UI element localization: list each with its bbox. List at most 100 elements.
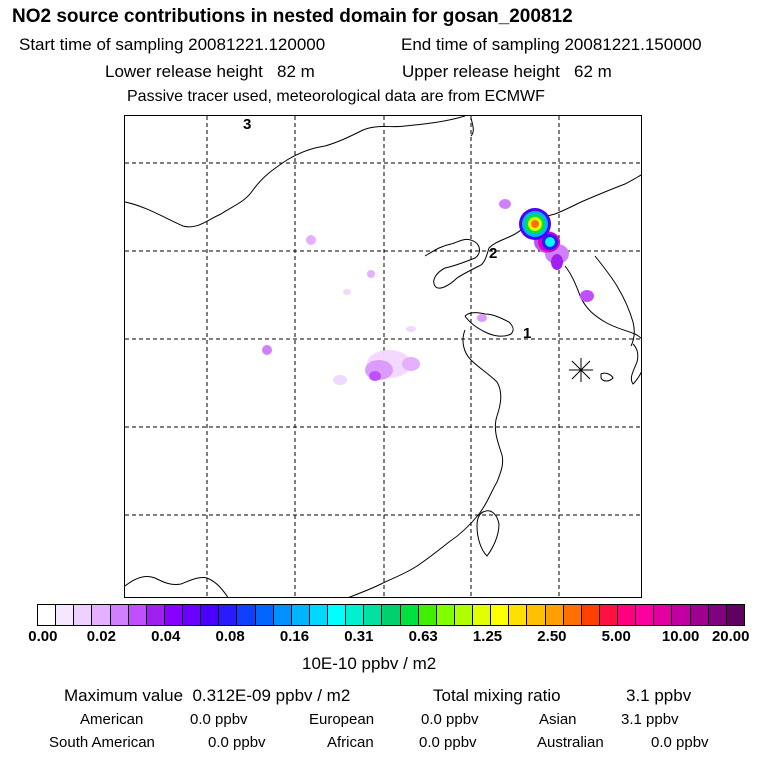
region-value: 0.0 ppbv — [651, 734, 709, 751]
colorbar-segment — [726, 605, 744, 625]
colorbar-segment — [38, 605, 57, 625]
colorbar-segment — [618, 605, 637, 625]
colorbar-tick-label: 20.00 — [711, 628, 750, 645]
colorbar-segment — [382, 605, 401, 625]
plume-core — [545, 237, 555, 247]
map-panel: 3 2 1 — [124, 115, 642, 598]
colorbar-segment — [654, 605, 673, 625]
colorbar-tick-label: 1.25 — [472, 628, 503, 645]
region-name: African — [327, 734, 374, 751]
plume-patch — [333, 375, 347, 385]
colorbar-segment — [146, 605, 165, 625]
jeju-island — [600, 372, 614, 382]
colorbar-segment — [110, 605, 129, 625]
colorbar-segment — [563, 605, 582, 625]
taiwan-island — [476, 510, 500, 557]
colorbar-segment — [56, 605, 75, 625]
asterisk-star-icon — [569, 358, 593, 382]
colorbar-segment — [636, 605, 655, 625]
region-value: 3.1 ppbv — [621, 711, 679, 728]
end-time: End time of sampling 20081221.150000 — [401, 35, 702, 54]
colorbar-segment — [328, 605, 347, 625]
southern-coast — [125, 575, 229, 597]
plume-patch — [551, 254, 563, 270]
plume-patch — [406, 326, 416, 332]
region-name: Asian — [539, 711, 577, 728]
colorbar-segment — [418, 605, 437, 625]
colorbar — [37, 604, 745, 626]
colorbar-units: 10E-10 ppbv / m2 — [302, 654, 437, 673]
plume-patch — [367, 270, 375, 278]
point-label-3: 3 — [243, 116, 251, 133]
colorbar-segment — [690, 605, 709, 625]
colorbar-segment — [128, 605, 147, 625]
korea-coast — [564, 265, 641, 339]
colorbar-segment — [436, 605, 455, 625]
colorbar-segment — [74, 605, 93, 625]
colorbar-segment — [346, 605, 365, 625]
plot-title: NO2 source contributions in nested domai… — [12, 6, 573, 27]
colorbar-segment — [581, 605, 600, 625]
plume-patch — [477, 314, 487, 322]
colorbar-segment — [183, 605, 202, 625]
start-time: Start time of sampling 20081221.120000 — [19, 35, 326, 54]
colorbar-tick-label: 5.00 — [601, 628, 631, 645]
colorbar-segment — [255, 605, 274, 625]
colorbar-segment — [92, 605, 111, 625]
colorbar-segment — [454, 605, 473, 625]
china-east-coast — [348, 329, 504, 597]
concentration-field — [262, 199, 594, 385]
lat-lon-grid — [125, 116, 641, 597]
colorbar-segment — [491, 605, 510, 625]
plume-patch — [343, 289, 351, 295]
colorbar-tick-label: 0.31 — [344, 628, 374, 645]
region-value: 0.0 ppbv — [421, 711, 479, 728]
colorbar-segment — [400, 605, 419, 625]
plume-patch — [306, 235, 316, 245]
northern-border — [125, 116, 466, 228]
colorbar-tick-label: 0.00 — [28, 628, 58, 645]
colorbar-segment — [309, 605, 328, 625]
total-mixing-value: 3.1 ppbv — [626, 686, 692, 705]
colorbar-segment — [291, 605, 310, 625]
upper-release-height: Upper release height 62 m — [402, 62, 612, 81]
manchuria-border — [470, 117, 474, 137]
colorbar-segment — [509, 605, 528, 625]
colorbar-segment — [201, 605, 220, 625]
colorbar-segment — [164, 605, 183, 625]
colorbar-segment — [219, 605, 238, 625]
point-labels: 3 2 1 — [243, 116, 531, 342]
colorbar-segment — [237, 605, 256, 625]
shandong-peninsula — [464, 312, 514, 337]
region-value: 0.0 ppbv — [208, 734, 266, 751]
colorbar-segment — [672, 605, 691, 625]
region-name: European — [309, 711, 375, 728]
lower-release-height: Lower release height 82 m — [105, 62, 315, 81]
japan-kyushu — [630, 343, 641, 385]
colorbar-tick-label: 0.63 — [408, 628, 438, 645]
region-name: Australian — [537, 734, 604, 751]
plume-patch — [580, 290, 594, 302]
region-name: South American — [49, 734, 155, 751]
korea-peninsula-east — [594, 255, 635, 347]
plume-patch — [262, 345, 272, 355]
region-value: 0.0 ppbv — [419, 734, 477, 751]
colorbar-tick-label: 0.16 — [279, 628, 310, 645]
point-label-2: 2 — [489, 245, 497, 262]
plume-patch — [499, 199, 511, 209]
colorbar-tick-label: 2.50 — [537, 628, 567, 645]
bohai-coast — [424, 174, 641, 289]
colorbar-tick-label: 0.08 — [215, 628, 245, 645]
colorbar-segment — [527, 605, 546, 625]
colorbar-segment — [473, 605, 492, 625]
region-value: 0.0 ppbv — [190, 711, 248, 728]
colorbar-tick-label: 0.02 — [86, 628, 116, 645]
colorbar-tick-label: 0.04 — [151, 628, 181, 645]
colorbar-tick-label: 10.00 — [661, 628, 700, 645]
tracer-note: Passive tracer used, meteorological data… — [127, 88, 545, 105]
plume-core — [531, 220, 539, 228]
coastlines — [125, 116, 641, 597]
plume-patch — [402, 357, 420, 371]
point-label-1: 1 — [523, 325, 531, 342]
maximum-value: Maximum value 0.312E-09 ppbv / m2 — [64, 686, 351, 705]
